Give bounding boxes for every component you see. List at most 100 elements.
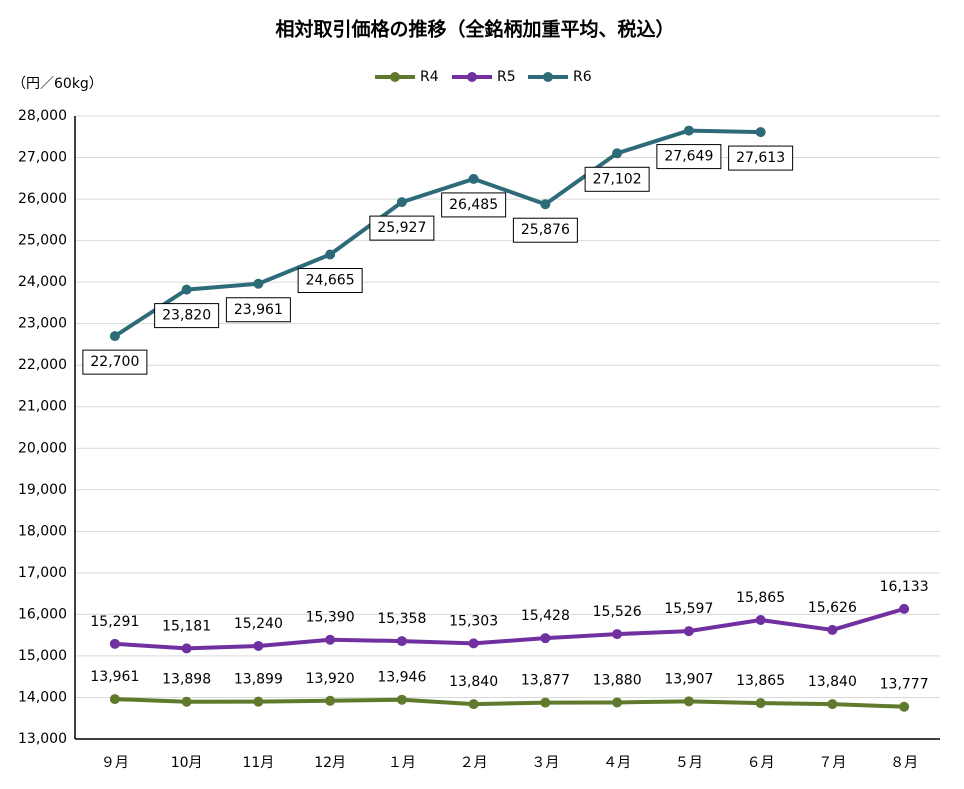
label-box <box>728 145 794 171</box>
x-tick-label: ５月 <box>675 755 703 771</box>
data-point <box>683 696 694 707</box>
data-point <box>612 697 623 708</box>
label-box <box>154 303 220 329</box>
y-tick-label: 14,000 <box>18 689 67 705</box>
data-point <box>540 697 551 708</box>
x-tick-label: ８月 <box>890 755 918 771</box>
series-line <box>113 128 761 338</box>
x-tick-label: ４月 <box>603 755 631 771</box>
data-label: 13,840 <box>808 674 857 690</box>
y-tick-label: 16,000 <box>18 606 67 622</box>
data-label: 13,840 <box>449 674 498 690</box>
data-label: 13,877 <box>521 673 570 689</box>
data-point <box>899 701 910 712</box>
x-tick-label: ９月 <box>101 755 129 771</box>
y-tick-label: 25,000 <box>18 233 67 249</box>
data-point <box>827 699 838 710</box>
data-label: 22,700 <box>90 354 139 370</box>
chart-title: 相対取引価格の推移（全銘柄加重平均、税込） <box>275 18 674 41</box>
y-axis-label: （円／60kg） <box>12 76 103 92</box>
label-box <box>441 192 507 218</box>
data-label: 15,181 <box>162 618 211 634</box>
data-point <box>325 634 336 645</box>
data-label: 27,102 <box>593 171 642 187</box>
data-label: 23,820 <box>162 308 211 324</box>
y-tick-label: 24,000 <box>18 274 67 290</box>
data-label: 15,240 <box>234 616 283 632</box>
data-label: 27,649 <box>664 149 713 165</box>
data-point <box>396 694 407 705</box>
label-box <box>82 349 148 375</box>
data-label: 15,358 <box>377 611 426 627</box>
label-box <box>656 144 722 170</box>
data-label: 27,613 <box>736 150 785 166</box>
data-point <box>755 615 766 626</box>
y-tick-label: 28,000 <box>18 108 67 124</box>
x-tick-label: 10月 <box>171 755 203 771</box>
data-label: 15,865 <box>736 590 785 606</box>
label-box <box>369 215 435 241</box>
data-point <box>468 699 479 710</box>
legend-label: R5 <box>497 69 516 85</box>
data-label: 13,920 <box>306 671 355 687</box>
data-point <box>396 197 407 208</box>
data-label: 26,485 <box>449 197 498 213</box>
data-point <box>899 603 910 614</box>
data-point <box>612 629 623 640</box>
data-label: 15,291 <box>90 614 139 630</box>
data-point <box>253 278 264 289</box>
y-tick-label: 19,000 <box>18 482 67 498</box>
data-label: 15,390 <box>306 610 355 626</box>
data-label: 13,946 <box>377 670 426 686</box>
label-box <box>512 217 578 243</box>
x-tick-label: ７月 <box>818 755 846 771</box>
data-point <box>540 199 551 210</box>
y-tick-label: 15,000 <box>18 648 67 664</box>
data-label: 13,880 <box>593 672 642 688</box>
data-label: 13,899 <box>234 672 283 688</box>
data-point <box>540 633 551 644</box>
x-tick-label: 12月 <box>314 755 346 771</box>
data-label: 24,665 <box>306 273 355 289</box>
data-point <box>468 173 479 184</box>
data-point <box>181 643 192 654</box>
legend-label: R4 <box>420 69 439 85</box>
data-label: 25,876 <box>521 222 570 238</box>
data-point <box>755 127 766 138</box>
data-point <box>755 698 766 709</box>
data-label: 13,777 <box>880 677 929 693</box>
data-point <box>253 696 264 707</box>
y-tick-label: 13,000 <box>18 731 67 747</box>
data-point <box>181 696 192 707</box>
legend-marker <box>467 72 477 82</box>
data-label: 15,428 <box>521 608 570 624</box>
data-label: 15,526 <box>593 604 642 620</box>
y-tick-label: 17,000 <box>18 565 67 581</box>
series-line <box>114 606 905 651</box>
x-tick-label: ２月 <box>460 755 488 771</box>
data-label: 15,626 <box>808 600 857 616</box>
y-tick-label: 22,000 <box>18 357 67 373</box>
x-tick-label: 11月 <box>242 755 274 771</box>
data-point <box>253 640 264 651</box>
data-label: 13,898 <box>162 672 211 688</box>
label-box <box>225 297 291 323</box>
legend-marker <box>390 72 400 82</box>
x-tick-label: ３月 <box>531 755 559 771</box>
x-tick-label: ６月 <box>747 755 775 771</box>
data-point <box>612 148 623 159</box>
y-tick-label: 23,000 <box>18 316 67 332</box>
data-label: 13,865 <box>736 673 785 689</box>
data-label: 13,907 <box>664 671 713 687</box>
data-point <box>181 284 192 295</box>
series-line <box>114 697 905 709</box>
data-point <box>683 626 694 637</box>
label-box <box>584 166 650 192</box>
data-label: 13,961 <box>90 669 139 685</box>
label-box <box>297 268 363 294</box>
data-point <box>827 624 838 635</box>
data-label: 25,927 <box>377 220 426 236</box>
data-label: 23,961 <box>234 302 283 318</box>
y-tick-label: 27,000 <box>18 150 67 166</box>
